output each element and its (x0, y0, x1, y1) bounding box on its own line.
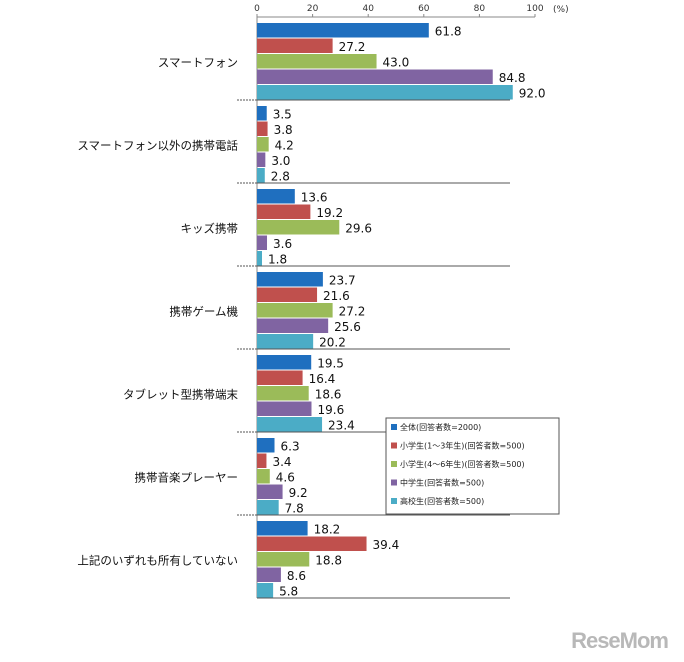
x-tick-label: 20 (307, 4, 319, 14)
bar (257, 38, 333, 53)
legend-swatch (391, 424, 397, 430)
category-label: 携帯音楽プレーヤー (135, 471, 239, 485)
bar (257, 220, 340, 235)
data-label: 4.2 (275, 139, 294, 153)
data-label: 5.8 (279, 585, 298, 599)
bar (257, 583, 274, 598)
bar (257, 54, 377, 69)
bar (257, 552, 310, 567)
data-label: 3.8 (274, 123, 293, 137)
unit-label: (%) (553, 5, 569, 15)
data-label: 9.2 (289, 486, 308, 500)
category-label: スマートフォン以外の携帯電話 (77, 139, 238, 153)
category-label: スマートフォン (158, 56, 238, 70)
legend-swatch (391, 442, 397, 449)
legend-box (385, 417, 560, 515)
bar (257, 287, 318, 302)
data-label: 3.4 (272, 455, 291, 469)
data-label: 27.2 (339, 305, 366, 319)
x-tick-label: 100 (526, 4, 543, 14)
bar (257, 152, 266, 167)
bar (257, 484, 283, 499)
bar (257, 453, 267, 468)
legend-label: 中学生(回答者数=500) (400, 478, 484, 488)
bar (257, 168, 265, 183)
data-label: 23.4 (328, 419, 355, 433)
data-label: 18.6 (315, 388, 342, 402)
data-label: 16.4 (309, 372, 336, 386)
bar (257, 417, 323, 432)
data-label: 2.8 (271, 170, 290, 184)
legend-label: 小学生(4～6年生)(回答者数=500) (400, 459, 525, 469)
data-label: 3.0 (271, 154, 290, 168)
bar (257, 318, 329, 333)
data-label: 4.6 (276, 471, 295, 485)
data-label: 84.8 (499, 71, 526, 85)
x-tick-label: 40 (362, 4, 374, 14)
data-label: 20.2 (319, 336, 346, 350)
bar (257, 370, 303, 385)
data-label: 3.6 (273, 237, 292, 251)
data-label: 27.2 (339, 40, 366, 54)
bar (257, 189, 295, 204)
data-label: 7.8 (285, 502, 304, 516)
data-label: 13.6 (301, 191, 328, 205)
data-label: 43.0 (383, 56, 410, 70)
bar (257, 355, 312, 370)
data-label: 19.5 (317, 357, 344, 371)
data-label: 18.2 (314, 523, 341, 537)
data-label: 19.6 (317, 403, 344, 417)
bar (257, 121, 268, 136)
legend-swatch (391, 479, 397, 486)
category-label: 上記のいずれも所有していない (77, 554, 238, 568)
bar (257, 536, 367, 551)
data-label: 1.8 (268, 253, 287, 267)
legend-label: 小学生(1～3年生)(回答者数=500) (400, 441, 525, 451)
bar (257, 272, 323, 287)
bar (257, 386, 309, 401)
x-tick-label: 0 (254, 4, 260, 14)
bar (257, 23, 429, 38)
x-tick-label: 60 (418, 4, 430, 14)
data-label: 3.5 (273, 108, 292, 122)
legend-swatch (391, 461, 397, 467)
bar (257, 438, 275, 453)
data-label: 18.8 (315, 554, 342, 568)
bar (257, 85, 513, 100)
bar (257, 567, 281, 582)
bar (257, 204, 311, 219)
data-label: 8.6 (287, 569, 306, 583)
legend-label: 全体(回答者数=2000) (400, 422, 481, 432)
data-label: 19.2 (316, 206, 343, 220)
category-label: タブレット型携帯端末 (123, 388, 238, 402)
data-label: 61.8 (435, 25, 462, 39)
bar (257, 401, 312, 416)
x-tick-label: 80 (474, 4, 486, 14)
data-label: 39.4 (373, 538, 400, 552)
bar (257, 334, 314, 349)
bar (257, 235, 268, 250)
data-label: 6.3 (281, 440, 300, 454)
bar (257, 521, 308, 536)
resemom-logo: ReseMom (571, 628, 669, 653)
data-label: 23.7 (329, 274, 356, 288)
bar (257, 469, 270, 484)
data-label: 25.6 (334, 320, 361, 334)
legend-label: 高校生(回答者数=500) (400, 496, 484, 506)
data-label: 92.0 (519, 87, 546, 101)
data-label: 21.6 (323, 289, 350, 303)
category-label: 携帯ゲーム機 (169, 305, 238, 319)
bar (257, 106, 267, 121)
bar (257, 69, 493, 84)
bar (257, 137, 269, 152)
category-label: キッズ携帯 (181, 222, 239, 236)
bar (257, 251, 263, 266)
bar (257, 500, 279, 515)
data-label: 29.6 (345, 222, 372, 236)
bar (257, 303, 333, 318)
legend-swatch (391, 498, 397, 504)
